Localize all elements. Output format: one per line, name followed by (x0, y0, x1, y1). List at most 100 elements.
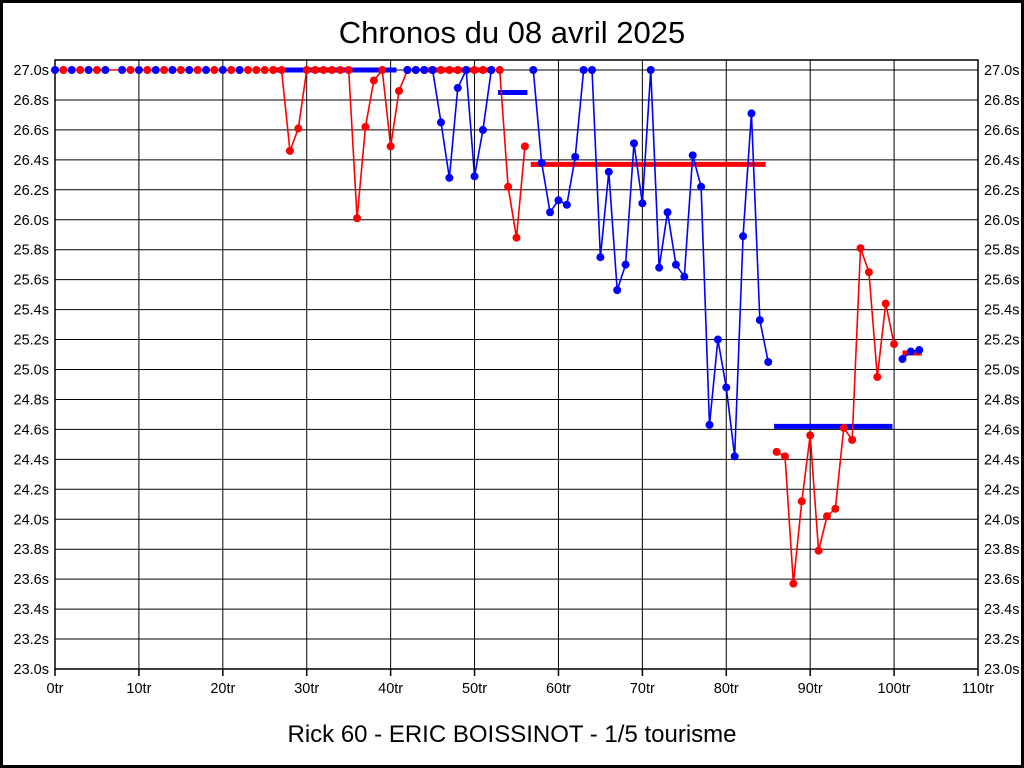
red_series-line (776, 247, 895, 584)
blue_series-point (487, 66, 496, 74)
red_series-point (294, 124, 303, 133)
blue_series-point (168, 66, 177, 74)
y-axis-label-right: 27.0s (984, 63, 1019, 79)
lap-time-chart: 27.0s 27.0s 26.8s 26.8s 26.6s 26.6s 26.4s 26.4s… (14, 59, 1019, 697)
blue_series-point (629, 139, 638, 148)
y-axis-label-right: 25.8s (984, 243, 1019, 259)
y-axis-label-left: 25.4s (14, 303, 49, 319)
blue_series-point (621, 260, 630, 269)
blue_series-point (151, 66, 160, 74)
blue_series-point (470, 172, 479, 181)
blue_series-point (235, 66, 244, 74)
blue_series-point (445, 173, 454, 182)
plot-frame (54, 59, 979, 670)
blue_series-point (537, 158, 546, 167)
blue_series-point (529, 66, 538, 74)
blue_series-point (588, 66, 597, 74)
blue_series-point (462, 66, 471, 74)
red_series-point (873, 372, 882, 381)
blue_series-point (671, 260, 680, 269)
red_series-point (336, 66, 345, 74)
x-axis-label: 110tr (962, 681, 994, 697)
blue_series-point (663, 208, 672, 217)
red_series-point (302, 66, 311, 74)
y-axis-label-right: 24.2s (984, 482, 1019, 498)
red_series-point (344, 66, 353, 74)
red_series-point (243, 66, 252, 74)
red_series-point (311, 66, 320, 74)
y-axis-label-left: 25.0s (14, 363, 49, 379)
y-axis-label-right: 23.0s (984, 662, 1019, 678)
red_series-point (814, 546, 823, 555)
red_series-point (319, 66, 328, 74)
red_series-point (369, 76, 378, 85)
red_series-point (445, 66, 454, 74)
y-axis-label-left: 23.8s (14, 542, 49, 558)
blue_series-point (688, 151, 697, 160)
y-axis-label-left: 24.6s (14, 422, 49, 438)
red_series-point (839, 423, 848, 432)
red_series-point (789, 579, 798, 588)
red_series-point (520, 142, 529, 151)
red_series-point (353, 214, 362, 223)
red_series-point (285, 146, 294, 155)
red_series-point (890, 340, 899, 349)
red_series-point (512, 233, 521, 242)
red_series-point (193, 66, 202, 74)
chart-subtitle: Rick 60 - ERIC BOISSINOT - 1/5 tourisme (287, 721, 737, 748)
blue_series-point (755, 316, 764, 325)
blue_series-point (420, 66, 429, 74)
x-axis-label: 60tr (546, 681, 571, 697)
x-axis-label: 90tr (798, 681, 823, 697)
red_series-point (772, 447, 781, 456)
red_series-point (436, 66, 445, 74)
blue_series-point (218, 66, 227, 74)
red_series-point (277, 66, 286, 74)
blue_series-point (705, 420, 714, 429)
red_series-point (176, 66, 185, 74)
x-axis-label: 30tr (294, 681, 319, 697)
blue_series-point (436, 118, 445, 127)
y-axis-label-left: 25.8s (14, 243, 49, 259)
blue_series-point (613, 286, 622, 295)
y-axis-label-right: 23.2s (984, 632, 1019, 648)
y-axis-label-right: 23.4s (984, 602, 1019, 618)
x-axis-label: 70tr (630, 681, 655, 697)
blue_series-point (713, 335, 722, 344)
blue_series-point (697, 182, 706, 191)
red_series-point (856, 244, 865, 253)
y-axis-label-right: 24.4s (984, 452, 1019, 468)
y-axis-label-right: 25.4s (984, 303, 1019, 319)
red_series-point (781, 452, 790, 461)
y-axis-label-right: 26.6s (984, 123, 1019, 139)
blue_series-point (898, 355, 907, 364)
red_series-point (822, 512, 831, 521)
red_series-point (495, 66, 504, 74)
blue_series-point (478, 125, 487, 134)
blue_series-point (51, 66, 59, 74)
y-axis-label-left: 26.4s (14, 153, 49, 169)
blue_series-point (915, 346, 924, 355)
x-axis-label: 50tr (462, 681, 487, 697)
red_series-point (378, 66, 387, 74)
blue_series-point (411, 66, 420, 74)
blue_series-point (118, 66, 127, 74)
blue_series-point (562, 200, 571, 209)
blue_series-point (730, 452, 739, 461)
y-axis-label-right: 26.0s (984, 213, 1019, 229)
blue_series-point (764, 358, 773, 367)
blue_series-point (84, 66, 93, 74)
blue_series-point (722, 383, 731, 392)
blue_series-point (906, 347, 915, 356)
blue_series-point (747, 109, 756, 118)
y-axis-label-left: 24.4s (14, 452, 49, 468)
red_series-point (59, 66, 68, 74)
red_series-point (210, 66, 219, 74)
blue_series-point (428, 66, 437, 74)
red_series-point (76, 66, 85, 74)
blue_series-point (134, 66, 143, 74)
red_series-point (361, 122, 370, 131)
blue_series-point (403, 66, 412, 74)
red_series-point (797, 497, 806, 506)
blue_series-point (453, 83, 462, 92)
